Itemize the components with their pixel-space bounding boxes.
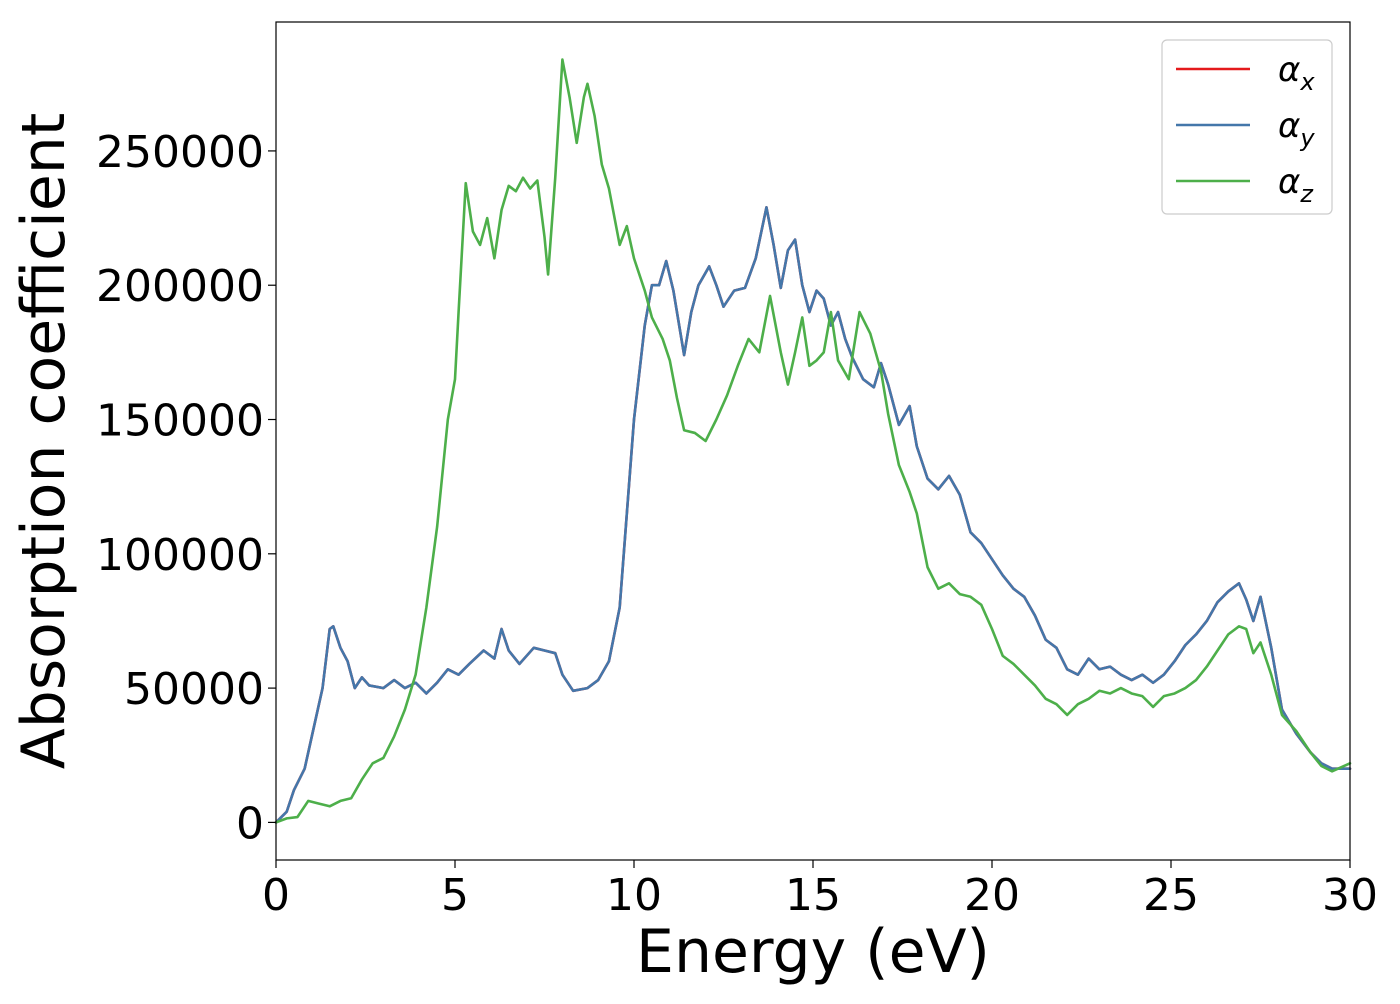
x-axis-ticks: 0 5 10 15 20 25 30 [262,860,1378,921]
legend-subscript: y [1299,124,1315,152]
legend-box [1161,39,1333,215]
x-tick-label: 20 [964,870,1020,921]
y-tick-label: 50000 [124,664,264,715]
x-tick-label: 0 [262,870,290,921]
y-tick-label: 150000 [96,396,264,447]
x-tick-label: 30 [1322,870,1378,921]
legend-subscript: x [1299,68,1315,96]
y-tick-label: 250000 [96,127,264,178]
x-tick-label: 25 [1143,870,1199,921]
legend-symbol: α [1278,50,1300,90]
y-tick-label: 0 [236,798,264,849]
y-tick-label: 100000 [96,530,264,581]
series-layer [274,58,1352,824]
legend-label-y: αy [1278,106,1315,152]
x-tick-label: 5 [441,870,469,921]
legend-symbol: α [1278,106,1300,146]
y-tick-label: 200000 [96,261,264,312]
x-tick-label: 10 [606,870,662,921]
y-axis-label: Absorption coefficient [9,113,79,770]
x-tick-label: 15 [785,870,841,921]
y-axis-ticks: 0 50000 100000 150000 200000 250000 [96,127,276,849]
series-line-z [274,58,1352,824]
x-axis-label: Energy (eV) [636,917,990,987]
legend-label-x: αx [1278,50,1315,96]
legend-symbol: α [1278,162,1300,202]
series-line-y [274,206,1352,824]
legend-subscript: z [1299,180,1314,208]
legend-label-z: αz [1278,162,1314,208]
